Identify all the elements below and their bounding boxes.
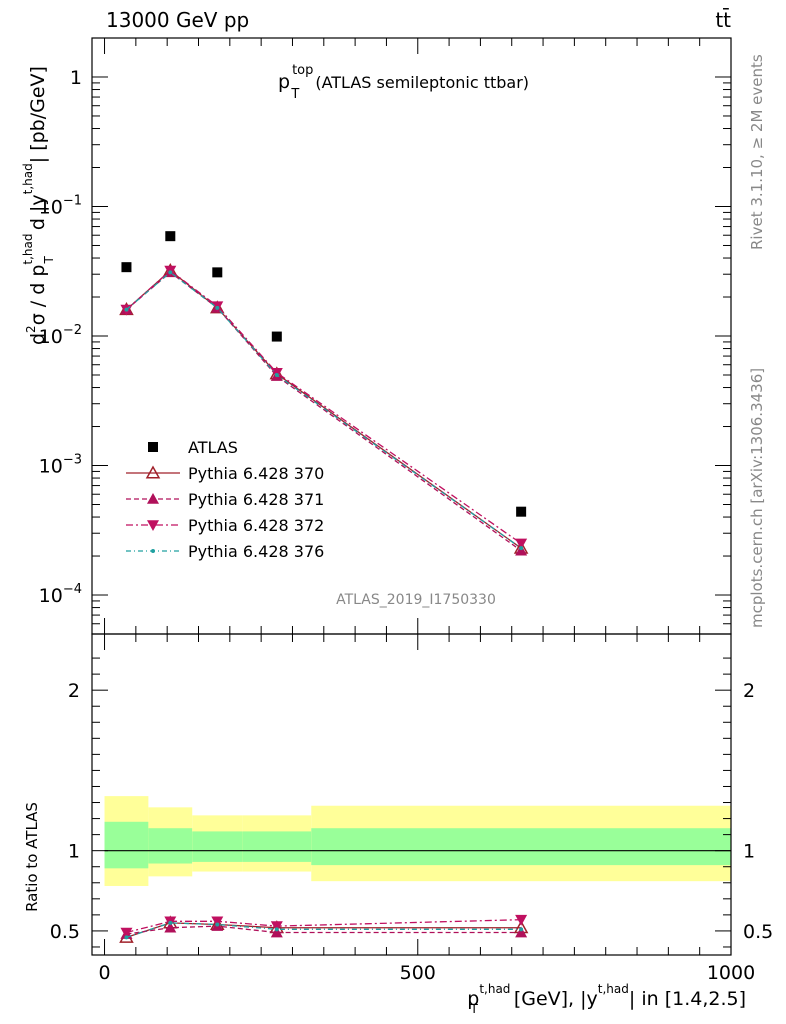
- series-point-s372: [515, 538, 528, 550]
- title-sup: top: [292, 63, 313, 78]
- band-inner-1: [148, 828, 193, 864]
- rivet-label: Rivet 3.1.10, ≥ 2M events: [748, 54, 766, 250]
- legend-label: Pythia 6.428 371: [188, 490, 324, 509]
- ratio-y-tick-label-right: 1: [743, 841, 755, 863]
- atlas-point: [212, 267, 223, 278]
- top-y-tick-label: 10−3: [39, 453, 82, 478]
- ratio-point-s376: [168, 920, 173, 925]
- ratio-y-tick-label-right: 2: [743, 680, 755, 702]
- atlas-point: [271, 331, 282, 342]
- legend-marker-atlas: [148, 442, 158, 452]
- legend-label: Pythia 6.428 376: [188, 542, 324, 561]
- ratio-y-tick-label: 1: [68, 841, 80, 863]
- ratio-point-s372: [270, 921, 283, 933]
- top-y-tick-label: 10−4: [39, 582, 82, 607]
- top-axes: 1 10−1 10−2 10−3 10−4: [39, 37, 732, 635]
- band-inner-0: [104, 821, 149, 869]
- legend-marker-s372: [147, 520, 159, 531]
- analysis-watermark: ATLAS_2019_I1750330: [336, 592, 496, 608]
- atlas-point: [121, 262, 132, 273]
- series-line-s372: [126, 269, 522, 545]
- ratio-point-s372: [211, 916, 224, 928]
- mcplots-label: mcplots.cern.ch [arXiv:1306.3436]: [748, 368, 766, 628]
- ratio-uncertainty-bands: [104, 796, 731, 886]
- legend-marker-s370: [145, 465, 161, 479]
- top-series: [119, 231, 529, 556]
- band-inner-2: [192, 831, 243, 862]
- ratio-point-s376: [215, 922, 220, 927]
- process-label: tt̄: [715, 7, 731, 32]
- ratio-point-s376: [274, 927, 279, 932]
- ratio-y-tick-label: 0.5: [50, 921, 80, 943]
- band-inner-3: [242, 831, 312, 862]
- atlas-point: [516, 506, 527, 517]
- atlas-point: [165, 231, 176, 242]
- top-y-tick-label: 1: [70, 67, 82, 89]
- ratio-series: [119, 914, 529, 943]
- x-tick-label: 500: [400, 962, 436, 984]
- title-desc: (ATLAS semileptonic ttbar): [315, 73, 529, 92]
- ratio-point-s371: [515, 926, 528, 938]
- top-y-axis-label: d2σ / d pt,had T d |yt,had| [pb/GeV]: [21, 66, 56, 345]
- ratio-point-s372: [120, 927, 133, 939]
- ratio-y-axis-label: Ratio to ATLAS: [23, 802, 41, 912]
- ratio-y-tick-label-right: 0.5: [743, 921, 773, 943]
- energy-label: 13000 GeV pp: [106, 8, 249, 32]
- x-tick-label: 1000: [707, 962, 755, 984]
- x-tick-label: 0: [98, 962, 110, 984]
- series-point-s376: [124, 307, 129, 312]
- ratio-point-s376: [519, 927, 524, 932]
- top-y-tick-label: 10−2: [39, 323, 82, 348]
- series-point-s376: [274, 372, 279, 377]
- ratio-frame: [91, 633, 732, 956]
- series-point-s376: [168, 270, 173, 275]
- ratio-axes: 0.5 0.5 1 1 2 2 0 500 1000: [50, 633, 773, 984]
- series-point-s376: [519, 546, 524, 551]
- top-y-tick-label: 10−1: [39, 193, 82, 218]
- legend: ATLAS Pythia 6.428 370 Pythia 6.428 371 Pyt…: [126, 438, 324, 561]
- ratio-point-s372: [515, 914, 528, 926]
- title-main: p: [278, 71, 290, 93]
- legend-label: ATLAS: [188, 438, 238, 457]
- plot-title: ptop T (ATLAS semileptonic ttbar): [278, 63, 529, 102]
- ratio-point-s376: [124, 935, 129, 940]
- legend-marker-s376: [151, 549, 155, 553]
- legend-label: Pythia 6.428 370: [188, 464, 324, 483]
- series-point-s376: [215, 305, 220, 310]
- title-sub: T: [290, 87, 299, 102]
- ratio-y-tick-label: 2: [68, 680, 80, 702]
- legend-label: Pythia 6.428 372: [188, 516, 324, 535]
- x-axis-label: pt,had T [GeV], |yt,had| in [1.4,2.5]: [467, 982, 746, 1016]
- ratio-line-s372: [126, 919, 522, 934]
- band-inner-4: [311, 828, 731, 866]
- legend-marker-s371: [147, 493, 159, 504]
